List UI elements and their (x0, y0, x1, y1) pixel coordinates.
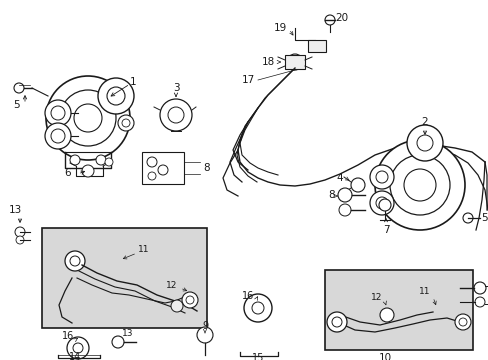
Circle shape (148, 172, 156, 180)
Circle shape (389, 155, 449, 215)
Circle shape (403, 169, 435, 201)
Text: 5: 5 (481, 213, 488, 223)
Circle shape (112, 336, 124, 348)
Circle shape (105, 158, 113, 166)
Text: 6: 6 (64, 168, 71, 178)
Text: 16: 16 (62, 331, 74, 341)
Circle shape (96, 155, 106, 165)
Circle shape (158, 165, 168, 175)
Circle shape (70, 155, 80, 165)
Circle shape (122, 119, 130, 127)
Text: 16: 16 (242, 291, 254, 301)
Circle shape (14, 83, 24, 93)
Text: 12: 12 (166, 280, 177, 289)
Circle shape (182, 292, 198, 308)
Text: 11: 11 (418, 288, 430, 297)
Text: 8: 8 (203, 163, 210, 173)
Circle shape (416, 135, 432, 151)
Circle shape (374, 140, 464, 230)
Circle shape (98, 78, 134, 114)
Circle shape (244, 294, 271, 322)
Circle shape (378, 199, 390, 211)
Text: 4: 4 (336, 173, 343, 183)
Circle shape (160, 99, 192, 131)
Text: 8: 8 (328, 190, 335, 200)
Circle shape (286, 54, 303, 70)
Circle shape (70, 256, 80, 266)
Text: 5: 5 (14, 100, 20, 110)
Circle shape (369, 191, 393, 215)
Bar (285, 55, 305, 69)
Circle shape (15, 227, 25, 237)
Circle shape (171, 300, 183, 312)
Circle shape (325, 15, 334, 25)
Circle shape (375, 171, 387, 183)
Circle shape (406, 125, 442, 161)
Circle shape (82, 165, 94, 177)
Text: 13: 13 (122, 328, 134, 338)
Circle shape (350, 178, 364, 192)
Circle shape (458, 318, 466, 326)
Circle shape (45, 100, 71, 126)
Text: 10: 10 (378, 353, 391, 360)
Circle shape (251, 302, 264, 314)
Text: 7: 7 (382, 225, 388, 235)
Circle shape (379, 308, 393, 322)
Circle shape (338, 204, 350, 216)
Circle shape (337, 188, 351, 202)
Circle shape (147, 157, 157, 167)
Circle shape (168, 107, 183, 123)
Circle shape (326, 312, 346, 332)
Circle shape (51, 106, 65, 120)
Circle shape (118, 115, 134, 131)
Bar (42, 228, 206, 328)
Text: 9: 9 (202, 321, 207, 331)
Circle shape (462, 213, 472, 223)
Circle shape (46, 76, 130, 160)
Text: 2: 2 (421, 117, 427, 127)
Text: 14: 14 (69, 352, 81, 360)
Circle shape (65, 251, 85, 271)
Text: 12: 12 (370, 293, 382, 302)
Text: 15: 15 (251, 353, 264, 360)
Circle shape (185, 296, 194, 304)
Text: 20: 20 (335, 13, 348, 23)
Circle shape (45, 123, 71, 149)
Text: 1: 1 (129, 77, 136, 87)
Circle shape (51, 129, 65, 143)
Text: 13: 13 (486, 278, 488, 287)
Circle shape (454, 314, 470, 330)
Text: 11: 11 (138, 246, 149, 255)
Bar (307, 40, 325, 52)
Circle shape (369, 165, 393, 189)
Text: 3: 3 (172, 83, 179, 93)
Text: 17: 17 (241, 75, 254, 85)
Text: 19: 19 (273, 23, 286, 33)
Bar (142, 152, 183, 184)
Bar (325, 270, 472, 350)
Circle shape (16, 236, 24, 244)
Circle shape (331, 317, 341, 327)
Circle shape (74, 104, 102, 132)
Circle shape (107, 87, 125, 105)
Circle shape (197, 327, 213, 343)
Text: 18: 18 (261, 57, 274, 67)
Circle shape (375, 197, 387, 209)
Circle shape (67, 337, 89, 359)
Circle shape (73, 343, 83, 353)
Text: 13: 13 (8, 205, 21, 215)
Circle shape (473, 282, 485, 294)
Circle shape (60, 90, 116, 146)
Circle shape (474, 297, 484, 307)
